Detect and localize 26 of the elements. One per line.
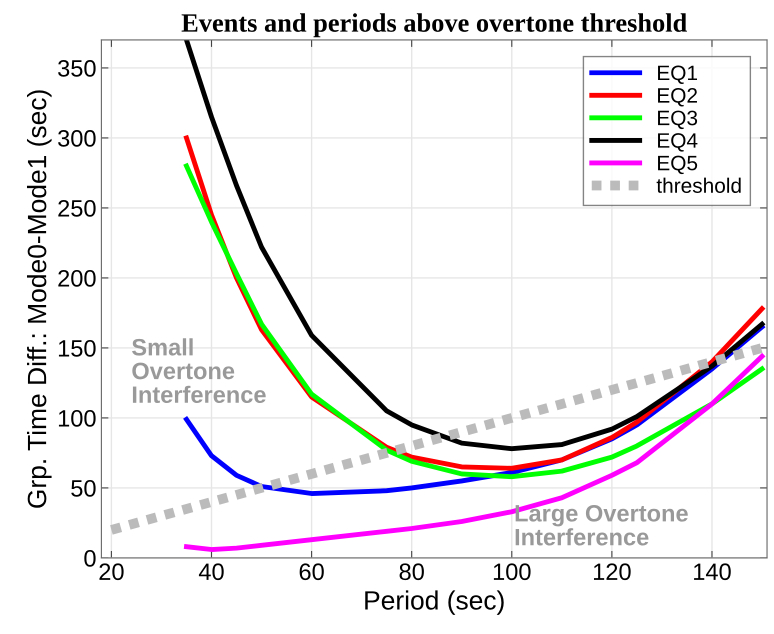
x-tick-label: 60: [300, 563, 324, 580]
chart-title: Events and periods above overtone threshold: [182, 13, 687, 38]
x-tick-label: 20: [99, 563, 124, 580]
x-tick-label: 100: [494, 563, 531, 580]
y-tick-label: 50: [71, 480, 96, 497]
x-tick-label: 80: [400, 563, 424, 580]
y-tick-label: 0: [84, 550, 96, 567]
y-tick-label: 150: [58, 340, 96, 357]
y-tick-label: 200: [58, 270, 96, 287]
x-tick-label: 40: [198, 563, 224, 580]
legend-label: threshold: [656, 178, 741, 193]
y-tick-label: 300: [58, 130, 96, 147]
legend-label: EQ3: [658, 110, 698, 130]
legend-label: EQ1: [658, 65, 698, 84]
y-tick-label: 250: [58, 200, 96, 217]
x-axis-title: Period (sec): [365, 590, 504, 615]
legend-label: EQ4: [658, 133, 698, 152]
y-axis-title: Grp. Time Diff.: Mode0-Mode1 (sec): [26, 90, 52, 508]
x-tick-label: 140: [694, 563, 731, 580]
legend-label: EQ5: [658, 156, 698, 174]
legend-label: EQ2: [658, 88, 697, 107]
y-tick-label: 100: [58, 410, 96, 427]
annotation: Small Overtone Interference: [132, 338, 266, 404]
y-tick-label: 350: [58, 60, 96, 77]
annotation: Large Overtone Interference: [516, 504, 688, 546]
x-tick-label: 120: [594, 563, 631, 580]
